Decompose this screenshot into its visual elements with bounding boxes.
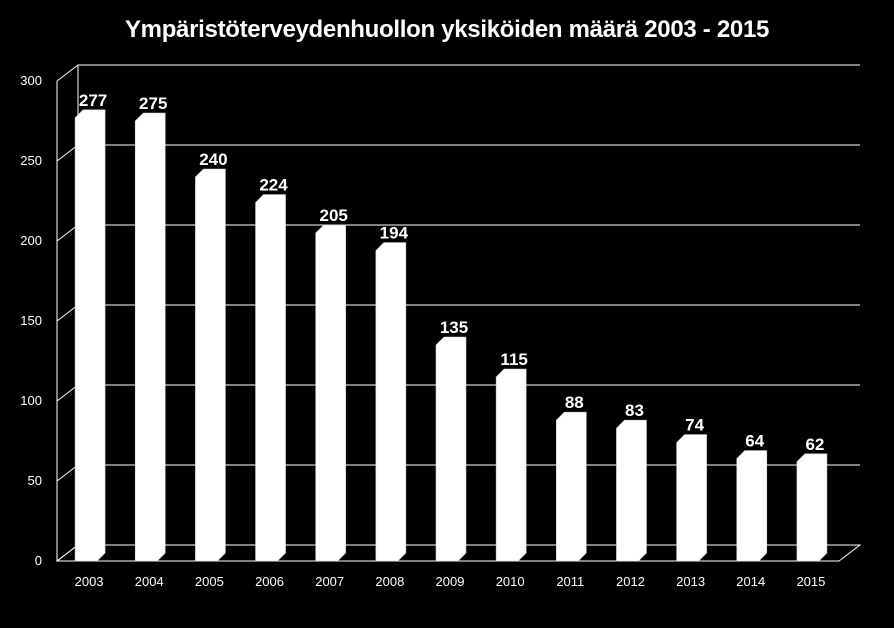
gridline xyxy=(56,224,860,242)
x-tick-label: 2005 xyxy=(195,574,224,589)
x-tick-label: 2004 xyxy=(135,574,164,589)
x-tick-label: 2008 xyxy=(375,574,404,589)
data-label: 275 xyxy=(139,94,167,113)
x-tick-label: 2010 xyxy=(496,574,525,589)
data-label: 194 xyxy=(380,224,409,243)
data-label: 115 xyxy=(500,350,527,369)
bar xyxy=(195,168,226,562)
x-tick-label: 2003 xyxy=(75,574,104,589)
bar xyxy=(736,450,768,562)
gridline xyxy=(56,144,860,162)
bar xyxy=(255,194,286,562)
data-label: 64 xyxy=(745,432,764,451)
gridline xyxy=(56,64,860,82)
data-label: 88 xyxy=(565,393,584,412)
bar xyxy=(74,109,106,562)
bar xyxy=(616,419,647,562)
bar xyxy=(435,336,467,562)
data-label: 83 xyxy=(625,401,644,420)
data-label: 74 xyxy=(685,416,704,435)
y-tick-label: 300 xyxy=(20,73,42,88)
data-label: 277 xyxy=(79,91,107,110)
data-label: 205 xyxy=(320,206,348,225)
y-tick-label: 250 xyxy=(20,153,42,168)
bar xyxy=(315,224,346,562)
y-tick-label: 0 xyxy=(35,553,42,568)
x-tick-label: 2014 xyxy=(736,574,765,589)
bar xyxy=(556,411,587,562)
data-label: 62 xyxy=(805,435,824,454)
data-label: 135 xyxy=(440,318,468,337)
x-tick-label: 2009 xyxy=(436,574,465,589)
x-tick-label: 2015 xyxy=(796,574,825,589)
y-tick-label: 200 xyxy=(20,233,42,248)
data-label: 240 xyxy=(199,150,227,169)
y-tick-label: 100 xyxy=(20,393,42,408)
y-tick-label: 150 xyxy=(20,313,42,328)
y-tick-label: 50 xyxy=(28,473,42,488)
x-tick-label: 2011 xyxy=(556,574,584,589)
bar xyxy=(676,434,707,562)
bar xyxy=(495,368,527,562)
chart-title: Ympäristöterveydenhuollon yksiköiden mää… xyxy=(124,16,770,43)
bar xyxy=(796,453,828,562)
data-label: 224 xyxy=(259,176,288,195)
x-tick-label: 2012 xyxy=(616,574,645,589)
bar xyxy=(375,242,407,562)
x-tick-label: 2007 xyxy=(315,574,344,589)
x-tick-label: 2006 xyxy=(255,574,284,589)
x-tick-label: 2013 xyxy=(676,574,705,589)
bar xyxy=(134,112,166,562)
